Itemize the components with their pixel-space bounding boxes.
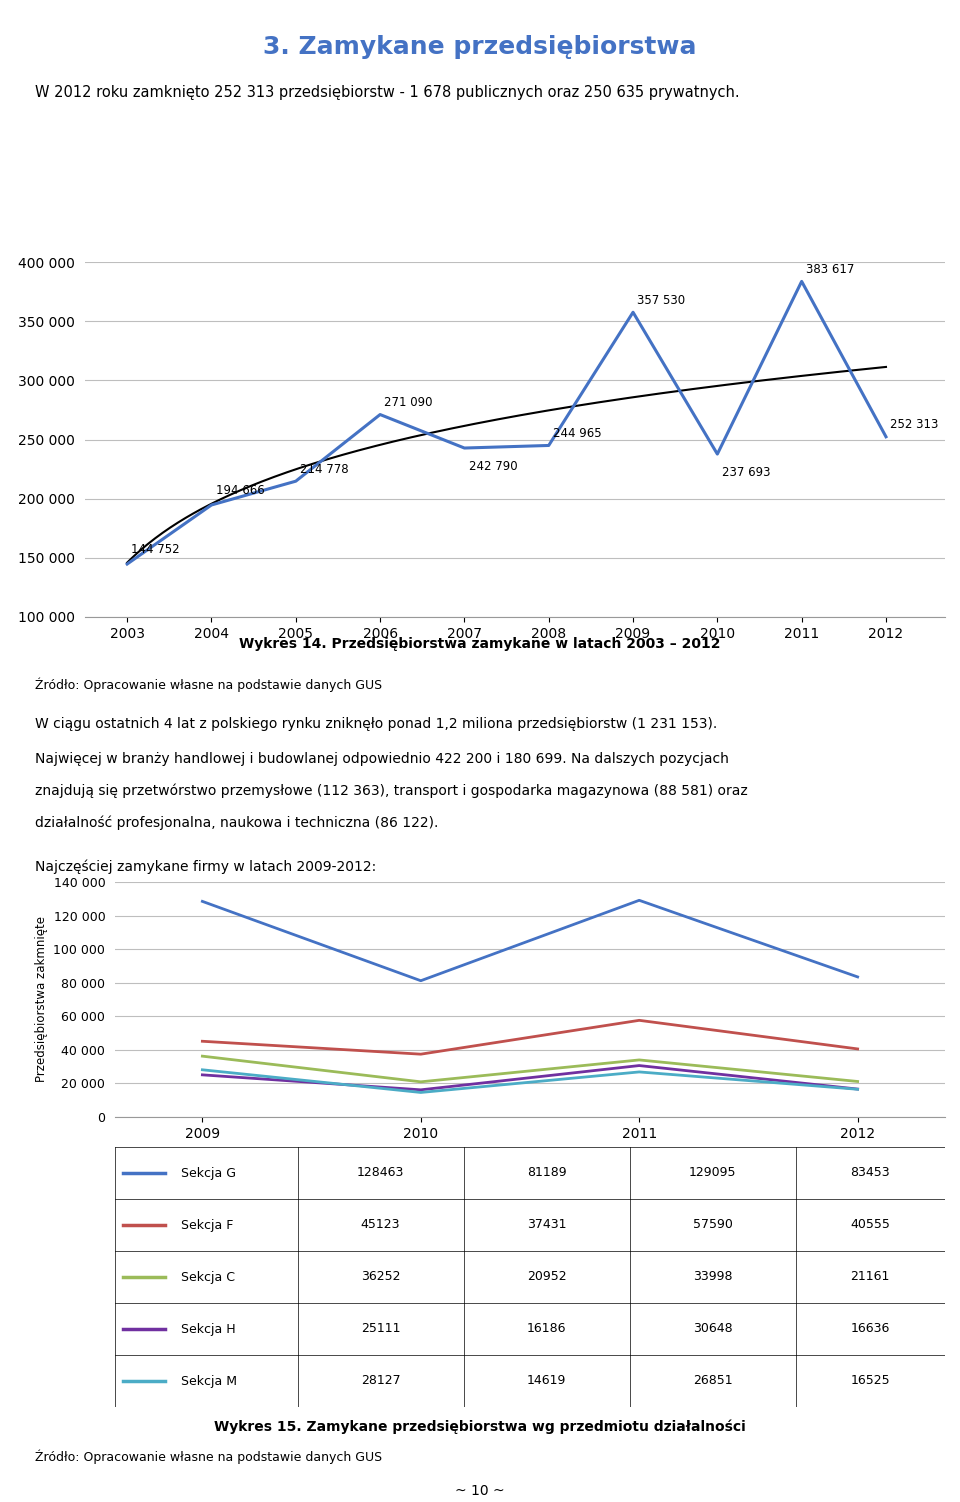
- Text: 252 313: 252 313: [890, 419, 939, 431]
- Text: 3. Zamykane przedsiębiorstwa: 3. Zamykane przedsiębiorstwa: [263, 35, 697, 59]
- Sekcja H: [197, 1066, 208, 1084]
- Sekcja M: [197, 1060, 208, 1078]
- Text: 28127: 28127: [361, 1374, 400, 1388]
- Text: znajdują się przetwórstwo przemysłowe (112 363), transport i gospodarka magazyno: znajdują się przetwórstwo przemysłowe (1…: [35, 784, 748, 799]
- Text: 16186: 16186: [527, 1322, 566, 1335]
- Sekcja F: [852, 1039, 863, 1057]
- Text: 16636: 16636: [851, 1322, 890, 1335]
- Text: 25111: 25111: [361, 1322, 400, 1335]
- Text: Sekcja H: Sekcja H: [181, 1322, 236, 1335]
- Text: 194 666: 194 666: [216, 484, 264, 497]
- Text: Sekcja C: Sekcja C: [181, 1271, 235, 1284]
- Text: 271 090: 271 090: [384, 397, 433, 409]
- Text: W 2012 roku zamknięto 252 313 przedsiębiorstw - 1 678 publicznych oraz 250 635 p: W 2012 roku zamknięto 252 313 przedsiębi…: [35, 86, 739, 101]
- Line: Sekcja F: Sekcja F: [203, 1020, 857, 1054]
- Text: 81189: 81189: [527, 1167, 566, 1179]
- Text: 45123: 45123: [361, 1218, 400, 1232]
- Y-axis label: Przedsiębiorstwa zakmnięte: Przedsiębiorstwa zakmnięte: [35, 916, 48, 1083]
- Text: 214 778: 214 778: [300, 463, 348, 476]
- Text: Wykres 14. Przedsiębiorstwa zamykane w latach 2003 – 2012: Wykres 14. Przedsiębiorstwa zamykane w l…: [239, 637, 721, 650]
- Text: 357 530: 357 530: [637, 294, 685, 306]
- Sekcja H: [415, 1081, 426, 1099]
- Sekcja M: [634, 1063, 645, 1081]
- Text: Wykres 15. Zamykane przedsiębiorstwa wg przedmiotu działalności: Wykres 15. Zamykane przedsiębiorstwa wg …: [214, 1419, 746, 1434]
- Text: 16525: 16525: [851, 1374, 890, 1388]
- Sekcja C: [852, 1072, 863, 1090]
- Text: 14619: 14619: [527, 1374, 566, 1388]
- Text: 30648: 30648: [693, 1322, 732, 1335]
- Text: 21161: 21161: [851, 1271, 890, 1284]
- Text: 33998: 33998: [693, 1271, 732, 1284]
- Text: działalność profesjonalna, naukowa i techniczna (86 122).: działalność profesjonalna, naukowa i tec…: [35, 816, 439, 831]
- Text: 242 790: 242 790: [468, 460, 517, 473]
- Sekcja G: [197, 892, 208, 910]
- Sekcja F: [197, 1032, 208, 1050]
- Sekcja H: [852, 1080, 863, 1098]
- Sekcja C: [634, 1051, 645, 1069]
- Text: 20952: 20952: [527, 1271, 566, 1284]
- Text: W ciągu ostatnich 4 lat z polskiego rynku zniknęło ponad 1,2 miliona przedsiębio: W ciągu ostatnich 4 lat z polskiego rynk…: [35, 716, 717, 731]
- Sekcja M: [852, 1080, 863, 1098]
- Sekcja F: [634, 1011, 645, 1029]
- Line: Sekcja C: Sekcja C: [203, 1056, 857, 1081]
- Text: Najczęściej zamykane firmy w latach 2009-2012:: Najczęściej zamykane firmy w latach 2009…: [35, 861, 376, 874]
- Text: Źródło: Opracowanie własne na podstawie danych GUS: Źródło: Opracowanie własne na podstawie …: [35, 677, 382, 691]
- Sekcja M: [415, 1083, 426, 1101]
- Text: Najwięcej w branży handlowej i budowlanej odpowiednio 422 200 i 180 699. Na dals: Najwięcej w branży handlowej i budowlane…: [35, 753, 729, 766]
- Sekcja G: [852, 967, 863, 985]
- Text: 383 617: 383 617: [805, 263, 854, 276]
- Line: Sekcja G: Sekcja G: [203, 900, 857, 981]
- Sekcja G: [634, 891, 645, 909]
- Line: Sekcja M: Sekcja M: [203, 1069, 857, 1092]
- Text: 57590: 57590: [693, 1218, 732, 1232]
- Text: ~ 10 ~: ~ 10 ~: [455, 1484, 505, 1497]
- Text: Sekcja F: Sekcja F: [181, 1218, 234, 1232]
- Text: 26851: 26851: [693, 1374, 732, 1388]
- Text: 129095: 129095: [689, 1167, 736, 1179]
- Sekcja F: [415, 1045, 426, 1063]
- Text: 128463: 128463: [357, 1167, 404, 1179]
- Text: 37431: 37431: [527, 1218, 566, 1232]
- Text: 36252: 36252: [361, 1271, 400, 1284]
- Text: Sekcja M: Sekcja M: [181, 1374, 237, 1388]
- Sekcja H: [634, 1056, 645, 1074]
- Text: 40555: 40555: [851, 1218, 890, 1232]
- Sekcja C: [415, 1072, 426, 1090]
- Text: 244 965: 244 965: [553, 427, 602, 440]
- Text: Sekcja G: Sekcja G: [181, 1167, 236, 1179]
- Text: 144 752: 144 752: [132, 542, 180, 556]
- Text: 83453: 83453: [851, 1167, 890, 1179]
- Text: Źródło: Opracowanie własne na podstawie danych GUS: Źródło: Opracowanie własne na podstawie …: [35, 1449, 382, 1464]
- Text: 237 693: 237 693: [722, 466, 770, 479]
- Sekcja C: [197, 1047, 208, 1065]
- Sekcja G: [415, 972, 426, 990]
- Line: Sekcja H: Sekcja H: [203, 1065, 857, 1090]
